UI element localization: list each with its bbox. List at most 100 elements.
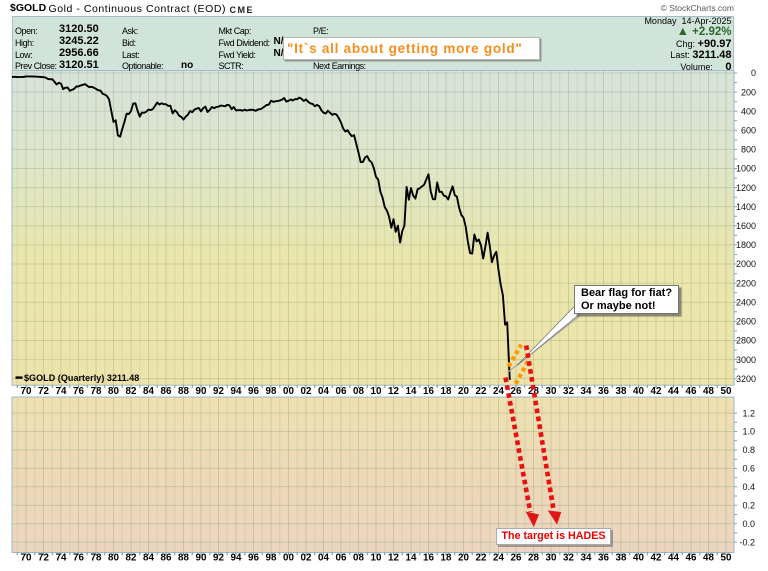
svg-text:1200: 1200	[736, 183, 756, 193]
svg-text:20: 20	[458, 553, 469, 564]
svg-text:0.6: 0.6	[742, 464, 755, 474]
svg-text:2400: 2400	[736, 297, 756, 307]
svg-text:50: 50	[721, 553, 732, 564]
svg-text:1600: 1600	[736, 221, 756, 231]
svg-text:98: 98	[266, 553, 277, 564]
svg-text:400: 400	[741, 106, 756, 116]
svg-text:92: 92	[213, 553, 224, 564]
svg-text:72: 72	[38, 553, 49, 564]
svg-text:34: 34	[581, 553, 592, 564]
svg-text:0: 0	[751, 68, 756, 78]
svg-text:22: 22	[476, 386, 487, 397]
svg-text:20: 20	[458, 386, 469, 397]
svg-text:200: 200	[741, 87, 756, 97]
svg-text:82: 82	[126, 386, 137, 397]
svg-text:16: 16	[423, 386, 434, 397]
svg-text:42: 42	[651, 553, 662, 564]
svg-text:46: 46	[686, 386, 697, 397]
svg-text:90: 90	[196, 386, 207, 397]
svg-text:48: 48	[703, 386, 714, 397]
svg-text:18: 18	[441, 386, 452, 397]
svg-text:0.2: 0.2	[742, 500, 755, 510]
svg-text:12: 12	[388, 386, 399, 397]
svg-text:78: 78	[91, 553, 102, 564]
svg-text:26: 26	[511, 553, 522, 564]
svg-text:70: 70	[21, 386, 32, 397]
svg-text:44: 44	[668, 553, 679, 564]
svg-text:44: 44	[668, 386, 679, 397]
svg-text:600: 600	[741, 126, 756, 136]
svg-text:42: 42	[651, 386, 662, 397]
svg-text:24: 24	[493, 386, 504, 397]
svg-text:86: 86	[161, 553, 172, 564]
svg-text:06: 06	[336, 553, 347, 564]
svg-text:2600: 2600	[736, 317, 756, 327]
svg-text:46: 46	[686, 553, 697, 564]
svg-text:0.0: 0.0	[742, 519, 755, 529]
svg-text:94: 94	[231, 386, 242, 397]
svg-text:$GOLD (Quarterly) 3211.48: $GOLD (Quarterly) 3211.48	[24, 373, 139, 383]
svg-text:28: 28	[528, 553, 539, 564]
svg-text:88: 88	[178, 386, 189, 397]
svg-text:32: 32	[563, 386, 574, 397]
svg-text:14: 14	[406, 386, 417, 397]
svg-text:0.8: 0.8	[742, 445, 755, 455]
svg-text:76: 76	[73, 553, 84, 564]
svg-text:10: 10	[371, 553, 382, 564]
svg-text:2200: 2200	[736, 278, 756, 288]
svg-text:96: 96	[248, 386, 259, 397]
svg-text:16: 16	[423, 553, 434, 564]
svg-text:-0.2: -0.2	[739, 537, 755, 547]
svg-text:30: 30	[546, 386, 557, 397]
svg-text:12: 12	[388, 553, 399, 564]
svg-text:1000: 1000	[736, 164, 756, 174]
svg-text:04: 04	[318, 553, 329, 564]
svg-text:98: 98	[266, 386, 277, 397]
svg-text:1.2: 1.2	[742, 408, 755, 418]
svg-text:14: 14	[406, 553, 417, 564]
svg-text:1.0: 1.0	[742, 427, 755, 437]
svg-text:30: 30	[546, 553, 557, 564]
svg-text:00: 00	[283, 386, 294, 397]
svg-text:74: 74	[56, 553, 67, 564]
svg-text:40: 40	[633, 386, 644, 397]
svg-text:0.4: 0.4	[742, 482, 755, 492]
svg-text:08: 08	[353, 386, 364, 397]
svg-text:94: 94	[231, 553, 242, 564]
svg-text:48: 48	[703, 553, 714, 564]
svg-text:2000: 2000	[736, 259, 756, 269]
svg-text:76: 76	[73, 386, 84, 397]
svg-text:18: 18	[441, 553, 452, 564]
svg-text:36: 36	[598, 553, 609, 564]
svg-text:40: 40	[633, 553, 644, 564]
svg-text:800: 800	[741, 145, 756, 155]
svg-text:3200: 3200	[736, 374, 756, 384]
svg-text:82: 82	[126, 553, 137, 564]
svg-text:02: 02	[301, 386, 312, 397]
svg-text:86: 86	[161, 386, 172, 397]
svg-text:78: 78	[91, 386, 102, 397]
svg-text:96: 96	[248, 553, 259, 564]
svg-text:36: 36	[598, 386, 609, 397]
svg-text:90: 90	[196, 553, 207, 564]
svg-text:88: 88	[178, 553, 189, 564]
svg-text:74: 74	[56, 386, 67, 397]
svg-text:84: 84	[143, 386, 154, 397]
svg-text:26: 26	[511, 386, 522, 397]
svg-text:38: 38	[616, 386, 627, 397]
svg-text:1800: 1800	[736, 240, 756, 250]
svg-text:38: 38	[616, 553, 627, 564]
svg-text:2800: 2800	[736, 336, 756, 346]
svg-text:06: 06	[336, 386, 347, 397]
svg-text:84: 84	[143, 553, 154, 564]
svg-text:02: 02	[301, 553, 312, 564]
svg-text:80: 80	[108, 386, 119, 397]
svg-text:1400: 1400	[736, 202, 756, 212]
svg-text:32: 32	[563, 553, 574, 564]
svg-text:22: 22	[476, 553, 487, 564]
svg-text:04: 04	[318, 386, 329, 397]
svg-text:34: 34	[581, 386, 592, 397]
svg-text:24: 24	[493, 553, 504, 564]
svg-text:70: 70	[21, 553, 32, 564]
svg-text:00: 00	[283, 553, 294, 564]
